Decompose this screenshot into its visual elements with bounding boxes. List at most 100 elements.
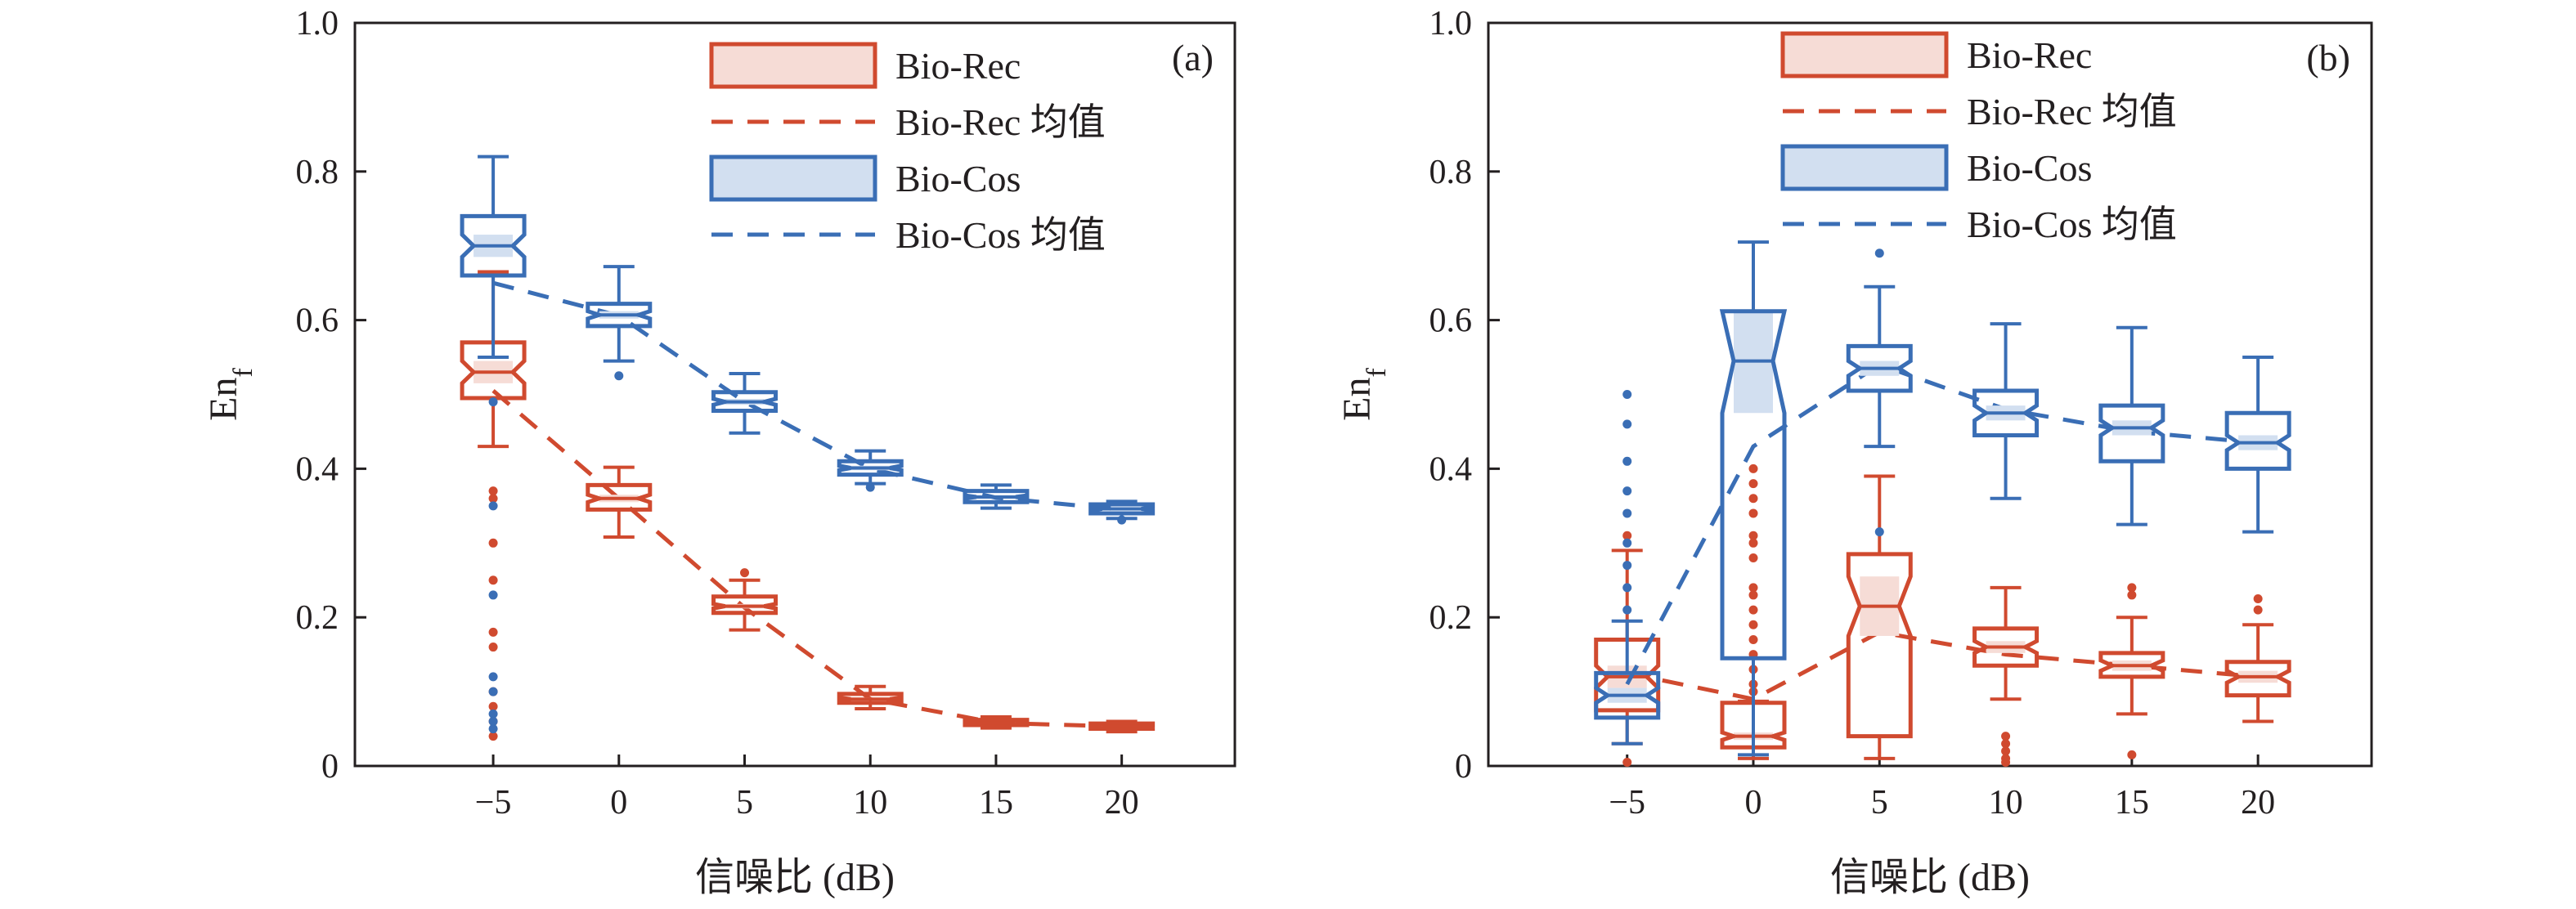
box-bio-rec [963,715,1030,730]
box-bio-cos [1594,390,1661,746]
x-tick-label: 15 [2115,784,2149,822]
outlier-point [2127,590,2137,600]
box-bio-rec [837,684,904,711]
outlier-point [1748,634,1758,644]
x-tick-label: 20 [1105,784,1139,822]
x-tick-label: −5 [475,784,512,822]
outlier-point [2253,593,2263,603]
outlier-point [488,732,498,741]
box-outline [2224,660,2291,698]
y-axis-label-subscript: f [1362,368,1392,378]
legend-label: Bio-Rec [1967,34,2092,76]
box-bio-rec [2224,593,2291,723]
y-tick-label: 0.4 [296,450,339,488]
y-tick-label: 1.0 [296,5,339,43]
outlier-point [488,672,498,682]
outlier-point [2001,732,2011,741]
box-outline [1972,626,2040,668]
box-bio-cos [2224,356,2291,534]
outlier-point [1748,553,1758,562]
box-outline [837,459,904,477]
legend-label: Bio-Rec [895,45,1021,87]
y-tick-label: 0.2 [296,599,339,637]
outlier-point [740,568,750,578]
box-outline [460,213,527,278]
outlier-point [488,494,498,504]
x-tick-label: 20 [2241,784,2275,822]
box-outline [837,692,904,705]
outlier-point [488,486,498,496]
box-bio-rec [1846,474,1913,760]
outlier-point [1622,508,1632,518]
box-bio-cos [711,372,779,435]
box-outline [1719,309,1788,660]
outlier-point [2001,746,2011,756]
plot-frame [353,21,1236,768]
outlier-point [614,371,624,381]
box-outline [711,594,779,616]
y-tick-label: 0.8 [296,154,339,191]
outlier-point [1622,538,1632,548]
x-tick-label: 0 [1745,784,1762,822]
panel-label: (b) [2306,37,2350,78]
outlier-point [2001,739,2011,749]
outlier-point [1748,583,1758,593]
outlier-point [2001,757,2011,767]
box-bio-rec [2098,583,2165,759]
legend-label: Bio-Cos 均值 [895,214,1106,256]
chart-panel-b: 0 0.2 0.4 0.6 0.8 1.0 −5 0 5 10 15 20 信噪比 (dB) Enf (b)… [1335,5,2373,899]
y-axis-label: Enf [1335,368,1392,421]
outlier-point [1622,583,1632,593]
outlier-point [1874,249,1884,258]
box-outline [2098,403,2165,463]
legend: Bio-Rec Bio-Rec 均值 Bio-Cos Bio-Cos 均值 [709,42,1106,256]
y-tick-label: 0.6 [1429,302,1473,340]
legend-swatch-box [709,42,877,89]
outlier-point [2127,583,2137,593]
legend-label: Bio-Cos [1967,147,2092,189]
box-outline [1972,388,2040,437]
box-outline [2098,651,2165,679]
outlier-point [1874,527,1884,537]
outlier-point [488,687,498,696]
outlier-point [488,501,498,511]
y-tick-label: 0 [321,748,339,786]
outlier-point [488,590,498,600]
box-outline [2224,410,2291,471]
mean-line-bio-rec [491,389,1122,729]
y-tick-label: 0.8 [1429,154,1473,191]
x-tick-label: 5 [736,784,753,822]
outlier-point [1748,463,1758,473]
y-tick-label: 0.6 [296,302,339,340]
box-bio-cos [1719,240,1788,757]
box-outline [711,390,779,413]
x-axis-label: 信噪比 (dB) [1830,856,2030,899]
box-outline [460,340,527,401]
outlier-point [488,709,498,719]
outlier-point [1748,605,1758,615]
box-bio-rec [586,465,653,540]
mean-line-bio-cos [492,280,1122,512]
box-outline [963,718,1030,728]
box-outline [586,482,653,512]
box-outline [1594,670,1661,720]
box-bio-cos [2098,325,2165,526]
x-tick-label: 0 [610,784,627,822]
y-axis-label-subscript: f [228,368,258,378]
box-bio-cos [1088,499,1156,525]
box-bio-cos [837,449,904,492]
outlier-point [2127,750,2137,759]
box-outline [1088,502,1156,516]
outlier-point [488,627,498,637]
y-tick-label: 0.4 [1429,450,1473,488]
x-tick-label: 10 [1989,784,2023,822]
outlier-point [488,538,498,548]
x-tick-label: 5 [1871,784,1888,822]
box-bio-rec [1088,719,1156,734]
box-bio-cos [963,483,1030,510]
outlier-point [488,397,498,407]
box-bio-cos [586,265,653,381]
chart-panel-a: 0 0.2 0.4 0.6 0.8 1.0 −5 0 5 10 15 20 信噪比 (dB) Enf (a)… [202,5,1236,899]
outlier-point [1748,494,1758,504]
outlier-point [1748,620,1758,629]
